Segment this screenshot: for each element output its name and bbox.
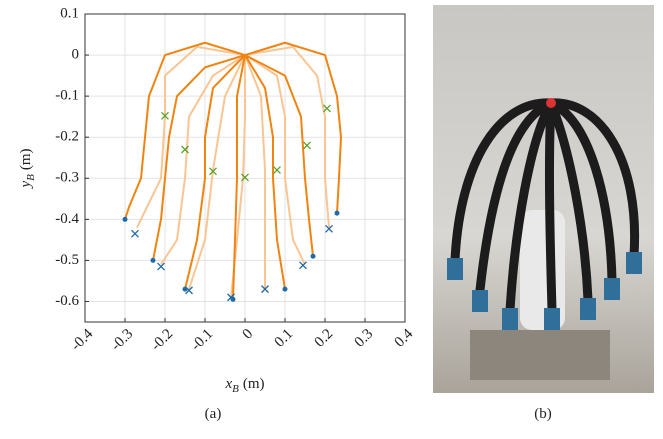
label-symbol: x — [224, 376, 232, 392]
series-line — [244, 54, 286, 290]
x-tick-label: 0 — [240, 326, 257, 343]
point-dot — [122, 216, 128, 222]
x-tick-label: -0.4 — [68, 326, 96, 354]
label-unit: (m) — [243, 376, 265, 392]
y-tick-label: 0 — [72, 47, 80, 63]
point-dot — [150, 257, 156, 263]
photo — [433, 5, 654, 393]
series-line — [244, 41, 342, 214]
cables — [450, 98, 640, 315]
x-axis-label: xB (m) — [224, 376, 264, 395]
y-tick-label: -0.6 — [55, 293, 79, 309]
cable-tips — [447, 252, 642, 330]
plot-frame — [84, 13, 406, 323]
y-tick-label: -0.1 — [55, 88, 79, 104]
label-subscript: B — [25, 174, 37, 181]
x-tick-label: -0.1 — [188, 326, 216, 354]
series-line — [136, 45, 246, 228]
y-axis-label: yB (m) — [18, 148, 37, 189]
point-dot — [334, 210, 340, 216]
label-symbol: y — [18, 181, 34, 190]
point-cross — [323, 104, 331, 113]
point-dot — [282, 286, 288, 292]
series-line — [232, 54, 246, 300]
y-tick-label: -0.4 — [55, 211, 79, 227]
series-line — [244, 54, 314, 257]
caption: (b) — [534, 406, 552, 422]
series-line — [244, 54, 306, 265]
label-subscript: B — [232, 383, 239, 395]
point-cross — [209, 167, 217, 176]
y-tick-label: -0.5 — [55, 252, 79, 268]
point-cross — [181, 145, 189, 154]
x-tick-label: 0.4 — [392, 326, 417, 351]
y-tick-label: -0.2 — [55, 129, 79, 145]
hub — [546, 98, 556, 108]
point-cross — [161, 111, 169, 120]
label-unit: (m) — [18, 148, 34, 170]
point-cross — [131, 229, 139, 238]
x-tick-label: 0.1 — [272, 326, 297, 351]
point-cross — [303, 141, 311, 150]
x-tick-label: -0.3 — [108, 326, 136, 354]
point-cross — [273, 166, 281, 175]
series-line — [124, 41, 246, 220]
caption: (a) — [205, 406, 222, 422]
point-cross — [325, 224, 333, 233]
x-tick-label: 0.2 — [312, 326, 337, 351]
point-cross — [261, 285, 269, 294]
point-cross — [157, 262, 165, 271]
series-line — [244, 54, 266, 290]
series-line — [152, 54, 246, 261]
series-line — [188, 54, 246, 290]
series-line — [184, 54, 246, 290]
point-dot — [310, 253, 316, 259]
point-cross — [185, 286, 193, 295]
y-tick-label: -0.3 — [55, 170, 79, 186]
x-tick-label: -0.2 — [148, 326, 176, 354]
x-tick-label: 0.3 — [352, 326, 377, 351]
point-cross — [299, 261, 307, 270]
point-cross — [227, 293, 235, 302]
point-cross — [241, 173, 249, 182]
base-plate — [470, 330, 610, 380]
y-tick-label: 0.1 — [60, 5, 79, 21]
series-line — [244, 45, 330, 228]
